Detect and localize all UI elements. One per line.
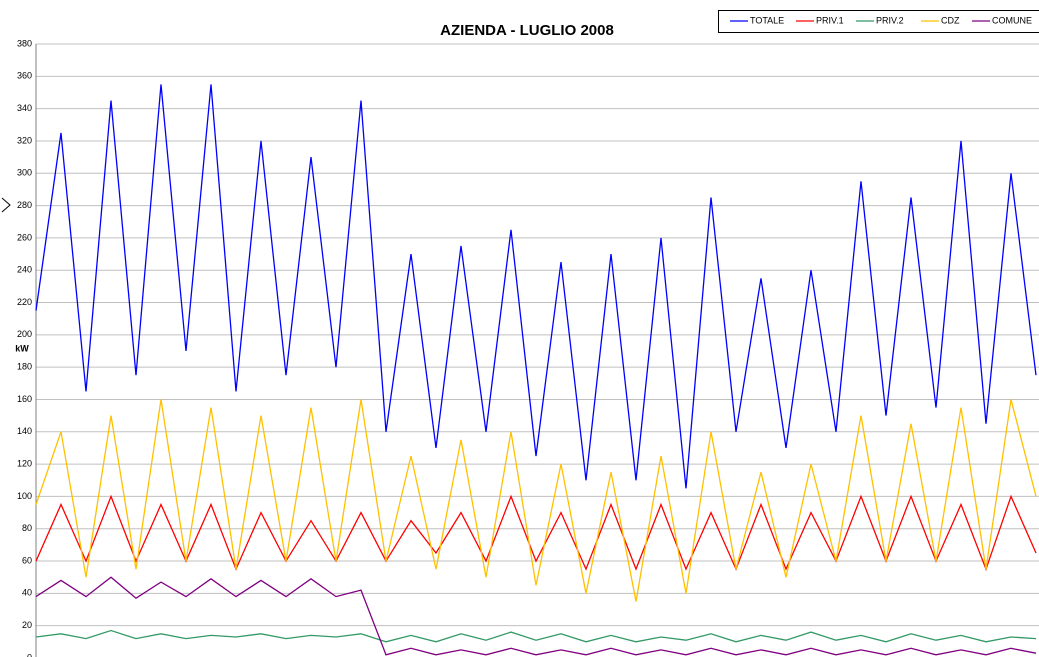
series-line <box>35 494 1037 571</box>
y-tick-label: 360 <box>17 71 32 81</box>
legend-box <box>718 10 1039 33</box>
y-tick-label: 180 <box>17 362 32 372</box>
y-tick-label: 280 <box>17 200 32 210</box>
y-tick-label: 60 <box>22 555 32 565</box>
series-line <box>35 399 1037 602</box>
y-tick-label: 120 <box>17 458 32 468</box>
series-line <box>35 576 1037 656</box>
y-tick-label: 20 <box>22 620 32 630</box>
y-tick-label: 340 <box>17 103 32 113</box>
y-tick-label: 40 <box>22 588 32 598</box>
y-tick-label: 240 <box>17 265 32 275</box>
y-tick-label: 320 <box>17 135 32 145</box>
y-tick-label: 380 <box>17 38 32 48</box>
y-axis-label: kW <box>15 343 29 353</box>
legend-label: CDZ <box>941 15 960 25</box>
chart-title: AZIENDA - LUGLIO 2008 <box>440 22 614 39</box>
y-tick-label: 140 <box>17 426 32 436</box>
legend-label: PRIV.2 <box>876 15 904 25</box>
marker-arrow <box>1 197 11 213</box>
y-tick-label: 220 <box>17 297 32 307</box>
y-tick-label: 0 <box>27 652 32 657</box>
y-tick-label: 80 <box>22 523 32 533</box>
series-line <box>35 84 1037 489</box>
y-tick-label: 260 <box>17 232 32 242</box>
legend-label: TOTALE <box>750 15 784 25</box>
series-line <box>35 629 1037 643</box>
y-tick-label: 160 <box>17 394 32 404</box>
legend-label: PRIV.1 <box>816 15 844 25</box>
y-tick-label: 100 <box>17 491 32 501</box>
legend-label: COMUNE <box>992 15 1032 25</box>
y-tick-label: 200 <box>17 329 32 339</box>
y-tick-label: 300 <box>17 168 32 178</box>
